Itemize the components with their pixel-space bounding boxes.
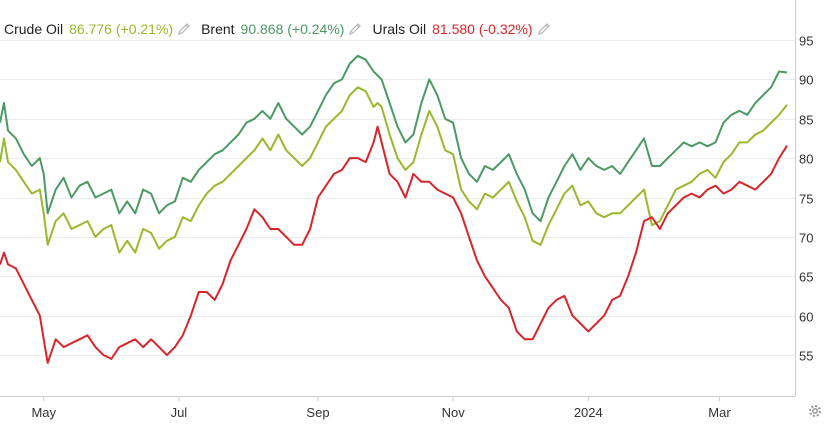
y-axis-ticks: 55 60 65 70 75 80 85 90 95 bbox=[799, 34, 813, 364]
legend-value-urals-oil: 81.580 (-0.32%) bbox=[432, 21, 533, 37]
legend-item-brent[interactable]: Brent 90.868 (+0.24%) bbox=[201, 21, 362, 37]
y-tick-label: 65 bbox=[799, 270, 813, 285]
y-tick-label: 75 bbox=[799, 192, 813, 207]
y-tick-label: 70 bbox=[799, 231, 813, 246]
y-tick-label: 90 bbox=[799, 73, 813, 88]
series-line-brent[interactable] bbox=[0, 54, 788, 223]
y-tick-label: 80 bbox=[799, 152, 813, 167]
x-tick-label: Sep bbox=[306, 405, 329, 420]
grid-lines bbox=[0, 40, 795, 356]
pencil-icon[interactable] bbox=[177, 22, 191, 36]
x-tick-label: Mar bbox=[708, 405, 731, 420]
x-tick-label: 2024 bbox=[574, 405, 603, 420]
pencil-icon[interactable] bbox=[537, 22, 551, 36]
legend-value-crude-oil: 86.776 (+0.21%) bbox=[69, 21, 174, 37]
legend-item-crude-oil[interactable]: Crude Oil 86.776 (+0.21%) bbox=[4, 21, 191, 37]
gear-icon[interactable] bbox=[807, 403, 823, 419]
x-tick-label: May bbox=[31, 405, 56, 420]
pencil-icon[interactable] bbox=[348, 22, 362, 36]
legend-name-brent: Brent bbox=[201, 21, 235, 37]
legend: Crude Oil 86.776 (+0.21%) Brent 90.868 (… bbox=[4, 21, 551, 37]
series-group bbox=[0, 54, 788, 364]
y-tick-label: 55 bbox=[799, 349, 813, 364]
legend-name-crude-oil: Crude Oil bbox=[4, 21, 64, 37]
x-axis-ticks: May Jul Sep Nov 2024 Mar bbox=[31, 396, 731, 420]
y-tick-label: 60 bbox=[799, 310, 813, 325]
legend-name-urals-oil: Urals Oil bbox=[372, 21, 427, 37]
x-tick-label: Nov bbox=[442, 405, 466, 420]
y-tick-label: 95 bbox=[799, 34, 813, 49]
series-line-urals-oil[interactable] bbox=[0, 125, 788, 364]
series-line-crude-oil[interactable] bbox=[0, 86, 788, 254]
legend-value-brent: 90.868 (+0.24%) bbox=[240, 21, 345, 37]
legend-item-urals-oil[interactable]: Urals Oil 81.580 (-0.32%) bbox=[372, 21, 550, 37]
x-tick-label: Jul bbox=[171, 405, 188, 420]
y-tick-label: 85 bbox=[799, 113, 813, 128]
